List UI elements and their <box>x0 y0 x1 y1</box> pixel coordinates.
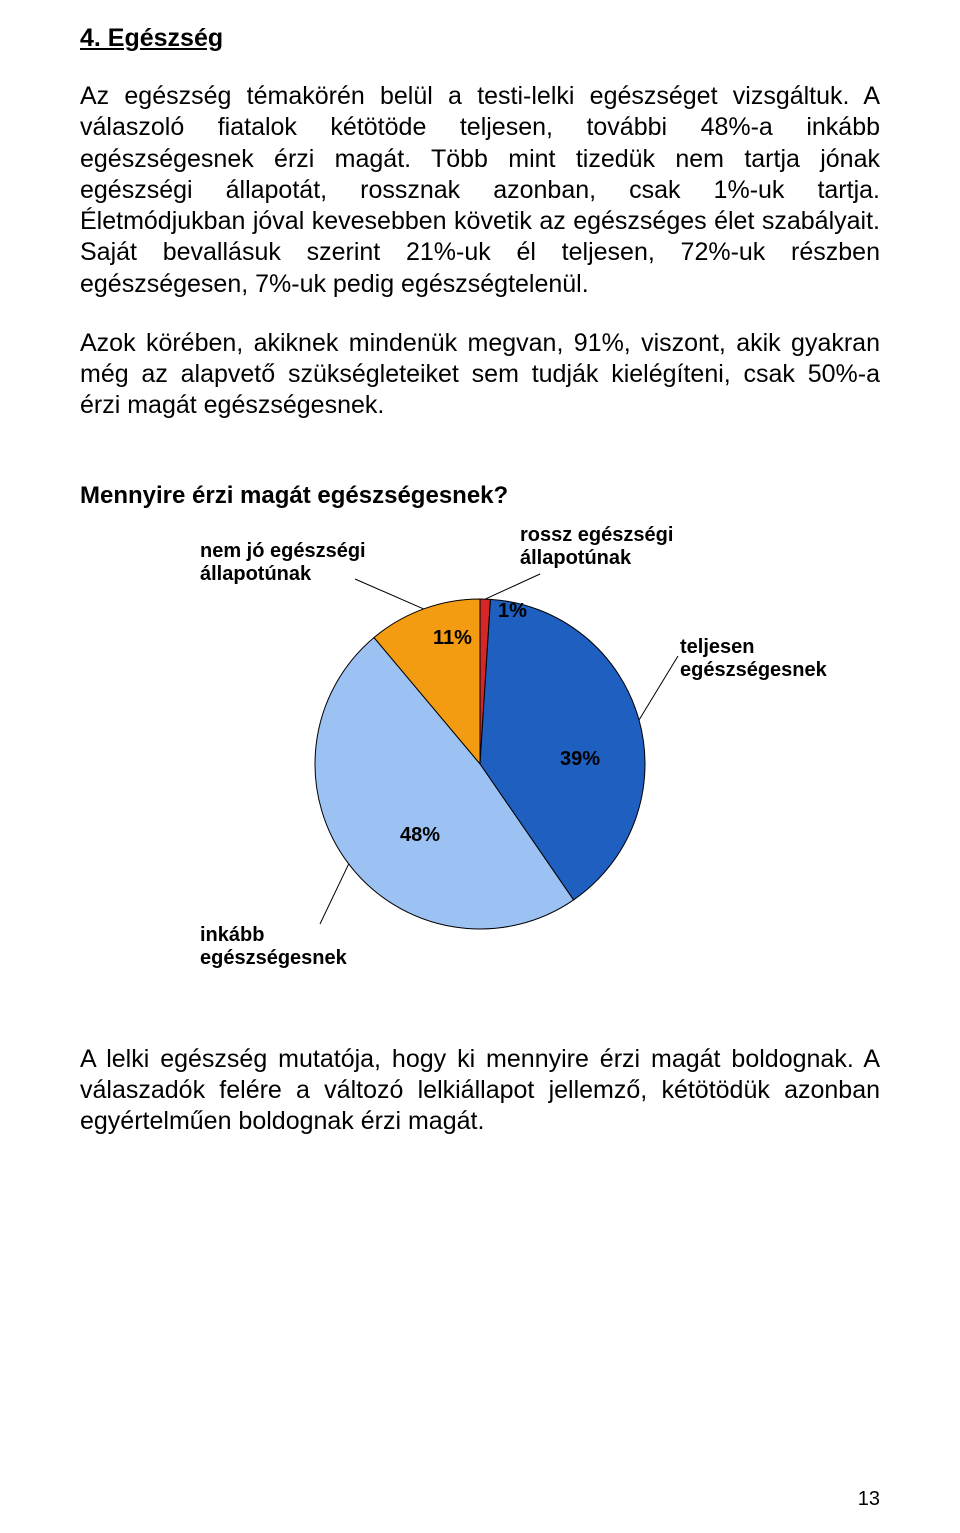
chart-wrapper: nem jó egészségiállapotúnak rossz egészs… <box>80 524 880 994</box>
body-paragraph-2: Azok körében, akiknek mindenük megvan, 9… <box>80 328 880 422</box>
callout-rossz: rossz egészségiállapotúnak <box>520 524 673 570</box>
body-paragraph-3: A lelki egészség mutatója, hogy ki menny… <box>80 1044 880 1138</box>
slice-label-inkabb: 48% <box>400 824 440 847</box>
page-number: 13 <box>858 1488 880 1511</box>
slice-label-nemjo: 11% <box>433 627 472 650</box>
callout-teljesen: teljesenegészségesnek <box>680 636 827 682</box>
leader-line-teljesen <box>639 656 678 720</box>
slice-label-rossz: 1% <box>498 600 527 623</box>
callout-nemjo: nem jó egészségiállapotúnak <box>200 540 366 586</box>
body-paragraph-1: Az egészség témakörén belül a testi-lelk… <box>80 81 880 300</box>
page: 4. Egészség Az egészség témakörén belül … <box>0 0 960 1533</box>
leader-line-inkabb <box>320 863 349 923</box>
pie-chart: nem jó egészségiállapotúnak rossz egészs… <box>120 524 840 994</box>
slice-label-teljesen: 39% <box>560 748 600 771</box>
section-heading: 4. Egészség <box>80 24 880 53</box>
chart-title: Mennyire érzi magát egészségesnek? <box>80 482 880 510</box>
leader-line-rossz <box>485 574 540 599</box>
callout-inkabb: inkábbegészségesnek <box>200 924 347 970</box>
